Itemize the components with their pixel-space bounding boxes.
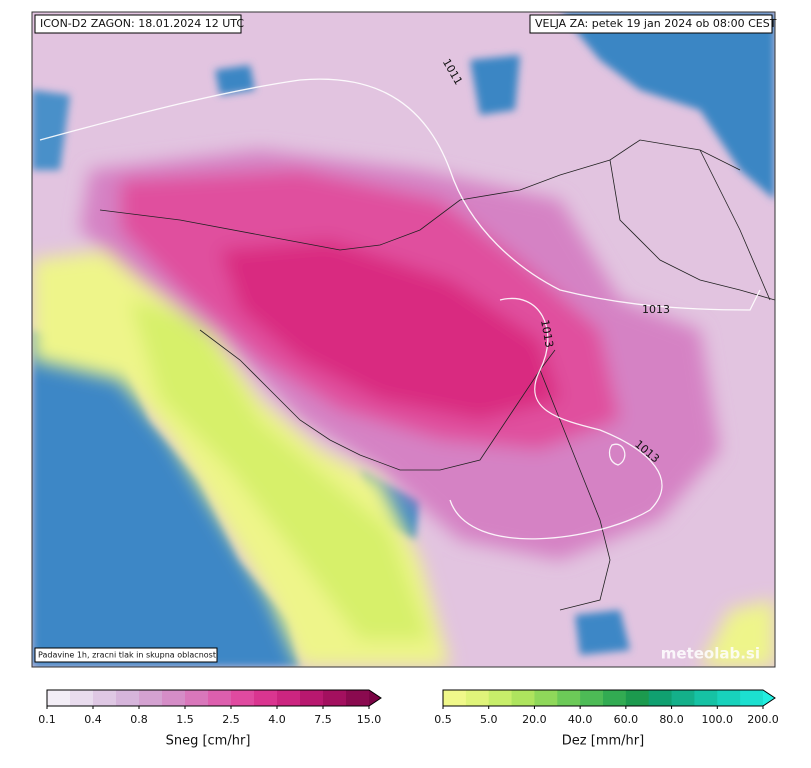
watermark: meteolab.si (661, 645, 760, 663)
isobar-label: 1013 (642, 303, 670, 316)
colorbar-segment (488, 690, 513, 706)
colorbar-segment (671, 690, 695, 706)
colorbar-segment (443, 690, 467, 706)
colorbar-tick-label: 15.0 (357, 713, 382, 726)
map-frame (31, 11, 776, 668)
colorbar-segment (300, 690, 324, 706)
valid-box (529, 14, 773, 34)
colorbar-outline (442, 689, 776, 707)
colorbar-tick-label: 60.0 (614, 713, 639, 726)
colorbar-segment (185, 690, 209, 706)
run-box (34, 14, 242, 34)
colorbar-segment (277, 690, 301, 706)
note-box (34, 647, 218, 663)
colorbar-segment (208, 690, 232, 706)
colorbar-segment (511, 690, 535, 706)
colorbar-segment (116, 690, 140, 706)
colorbar-tick-label: 0.4 (84, 713, 102, 726)
colorbar-title: Sneg [cm/hr] (166, 734, 251, 749)
colorbar-tick-label: 7.5 (314, 713, 332, 726)
colorbar-tick-label: 0.8 (130, 713, 148, 726)
run-label: ICON-D2 ZAGON: 18.01.2024 12 UTC (40, 17, 244, 30)
colorbar-tick-label: 1.5 (176, 713, 194, 726)
colorbar-segment (694, 690, 718, 706)
colorbar-segment (580, 690, 604, 706)
colorbar-segment (93, 690, 117, 706)
isobar-label: 1013 (538, 319, 556, 349)
colorbar-tick-label: 40.0 (568, 713, 593, 726)
colorbar-tick-label: 2.5 (222, 713, 240, 726)
colorbar-segment (648, 690, 673, 706)
colorbar-tick-label: 20.0 (522, 713, 547, 726)
borders (99, 139, 775, 611)
colorbar-tick-label: 100.0 (702, 713, 734, 726)
colorbar-tick-label: 200.0 (747, 713, 779, 726)
colorbar-outline (46, 689, 382, 707)
map-note: Padavine 1h, zracni tlak in skupna oblac… (38, 651, 216, 660)
colorbar-segment (70, 690, 94, 706)
colorbar-extend (369, 690, 381, 706)
colorbar-segment (323, 690, 347, 706)
colorbar-segment (740, 690, 764, 706)
valid-label: VELJA ZA: petek 19 jan 2024 ob 08:00 CES… (535, 17, 777, 30)
isobars (39, 78, 761, 540)
colorbar-segment (231, 690, 255, 706)
map: 1013 1013 1013 1011 (32, 12, 775, 667)
colorbar-tick-label: 0.5 (434, 713, 452, 726)
colorbar-title: Dez [mm/hr] (562, 734, 644, 749)
colorbar-segment (625, 690, 650, 706)
colorbar-segment (47, 690, 71, 706)
colorbar-segment (717, 690, 741, 706)
colorbar-segment (254, 690, 278, 706)
colorbar-segment (465, 690, 490, 706)
legends: 0.1 0.4 0.8 1.5 2.5 4.0 7.5 15.0 Sneg [cm/hr] 0.5… (38, 689, 779, 749)
colorbar-segment (139, 690, 163, 706)
colorbar-segment (603, 690, 627, 706)
colorbar-tick-label: 4.0 (268, 713, 286, 726)
colorbar-segment (534, 690, 558, 706)
colorbar-segment (557, 690, 581, 706)
colorbar-tick-label: 80.0 (659, 713, 684, 726)
colorbar-tick-label: 0.1 (38, 713, 56, 726)
colorbar-segment (162, 690, 186, 706)
colorbar-tick-label: 5.0 (480, 713, 498, 726)
colorbar-segment (346, 690, 370, 706)
colorbar-extend (763, 690, 775, 706)
